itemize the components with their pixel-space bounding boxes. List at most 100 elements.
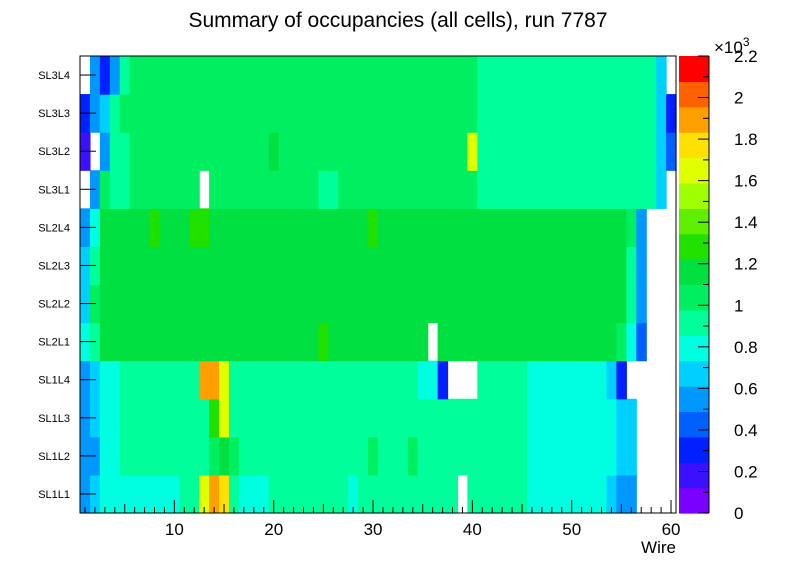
heatmap-cell-SL3L3-wire-3 (99, 94, 111, 133)
heatmap-cell-SL3L2-wire-40 (467, 132, 478, 171)
heatmap-cell-SL2L4-wire-8 (149, 208, 161, 248)
heatmap-cell-SL3L3-wire-52 (586, 94, 598, 133)
heatmap-cell-SL1L1-wire-31 (378, 474, 389, 514)
color-scale-tick-label: 0.4 (734, 421, 758, 440)
heatmap-cell-SL1L1-wire-38 (447, 474, 459, 514)
heatmap-cell-SL3L4-wire-13 (199, 56, 210, 95)
heatmap-cell-SL3L1-wire-4 (109, 170, 121, 209)
heatmap-cell-SL2L1-wire-50 (566, 322, 578, 362)
heatmap-cell-SL1L1-wire-8 (149, 474, 161, 514)
heatmap-cell-SL2L4-wire-26 (328, 208, 339, 248)
heatmap-cell-SL3L2-wire-16 (229, 132, 240, 171)
heatmap-cell-SL1L2-wire-13 (199, 436, 210, 476)
heatmap-cell-SL3L1-wire-5 (119, 170, 131, 209)
heatmap-cell-SL3L2-wire-7 (139, 132, 151, 171)
color-scale-swatch (679, 81, 709, 108)
heatmap-cell-SL2L2-wire-48 (546, 284, 558, 324)
heatmap-cell-SL1L2-wire-17 (238, 436, 250, 476)
heatmap-cell-SL2L4-wire-3 (99, 208, 111, 248)
heatmap-cell-SL1L1-wire-44 (507, 474, 518, 514)
heatmap-cell-SL3L3-wire-29 (358, 94, 369, 133)
heatmap-cell-SL3L2-wire-36 (427, 132, 439, 171)
heatmap-cell-SL2L1-wire-48 (546, 322, 558, 362)
heatmap-cell-SL3L4-wire-4 (109, 56, 121, 95)
color-scale-tick-label: 0.6 (734, 379, 758, 398)
heatmap-cell-SL3L3-wire-48 (546, 94, 558, 133)
heatmap-cell-SL3L1-wire-48 (546, 170, 558, 209)
heatmap-cell-SL3L2-wire-8 (149, 132, 161, 171)
heatmap-cell-SL3L2-wire-57 (636, 132, 647, 171)
heatmap-cell-SL1L4-wire-12 (189, 360, 200, 400)
heatmap-cell-SL2L1-wire-46 (527, 322, 538, 362)
color-scale-swatch (679, 182, 709, 209)
heatmap-cell-SL2L3-wire-23 (298, 246, 310, 286)
heatmap-cell-SL3L4-wire-7 (139, 56, 151, 95)
heatmap-cell-SL3L3-wire-32 (387, 94, 399, 133)
heatmap-cell-SL2L4-wire-29 (358, 208, 369, 248)
heatmap-cell-SL3L4-wire-23 (298, 56, 310, 95)
heatmap-cell-SL1L4-wire-46 (527, 360, 538, 400)
heatmap-cell-SL2L2-wire-8 (149, 284, 161, 324)
heatmap-cell-SL2L4-wire-46 (527, 208, 538, 248)
color-scale-tick-label: 0.8 (734, 338, 758, 357)
heatmap-cell-SL3L3-wire-5 (119, 94, 131, 133)
color-scale-tick-label: 0.2 (734, 462, 758, 481)
heatmap-cell-SL2L3-wire-30 (368, 246, 379, 286)
heatmap-cell-SL3L3-wire-50 (566, 94, 578, 133)
heatmap-cell-SL1L2-wire-52 (586, 436, 598, 476)
heatmap-cell-SL1L3-wire-5 (119, 398, 131, 438)
heatmap-cell-SL3L2-wire-31 (378, 132, 389, 171)
heatmap-cell-SL2L2-wire-19 (258, 284, 270, 324)
heatmap-cell-SL2L2-wire-54 (606, 284, 617, 324)
heatmap-cell-SL2L2-wire-51 (576, 284, 588, 324)
heatmap-cell-SL2L2-wire-14 (209, 284, 220, 324)
heatmap-cell-SL1L4-wire-37 (437, 360, 449, 400)
heatmap-cell-SL3L4-wire-6 (129, 56, 141, 95)
heatmap-cell-SL2L4-wire-51 (576, 208, 588, 248)
heatmap-cell-SL3L2-wire-17 (238, 132, 250, 171)
heatmap-cell-SL2L4-wire-10 (169, 208, 180, 248)
heatmap-cell-SL1L2-wire-45 (517, 436, 528, 476)
heatmap-cell-SL3L1-wire-18 (248, 170, 260, 209)
heatmap-cell-SL1L3-wire-40 (467, 398, 478, 438)
heatmap-cell-SL3L4-wire-38 (447, 56, 459, 95)
heatmap-cell-SL2L4-wire-40 (467, 208, 478, 248)
heatmap-cell-SL2L1-wire-16 (229, 322, 240, 362)
heatmap-cell-SL1L3-wire-34 (407, 398, 419, 438)
heatmap-cell-SL2L4-wire-20 (268, 208, 280, 248)
heatmap-cell-SL3L1-wire-11 (179, 170, 190, 209)
heatmap-cell-SL1L2-wire-25 (318, 436, 329, 476)
heatmap-cell-SL2L3-wire-22 (288, 246, 300, 286)
heatmap-cell-SL2L4-wire-41 (477, 208, 488, 248)
heatmap-cell-SL2L4-wire-52 (586, 208, 598, 248)
heatmap-cell-SL2L4-wire-6 (129, 208, 141, 248)
heatmap-cell-SL2L3-wire-5 (119, 246, 131, 286)
heatmap-cell-SL1L4-wire-10 (169, 360, 180, 400)
heatmap-cell-SL2L2-wire-49 (556, 284, 568, 324)
heatmap-cell-SL1L2-wire-12 (189, 436, 200, 476)
heatmap-cell-SL2L3-wire-27 (338, 246, 349, 286)
heatmap-cell-SL1L3-wire-51 (576, 398, 588, 438)
heatmap-cell-SL3L4-wire-54 (606, 56, 617, 95)
heatmap-cell-SL2L1-wire-20 (268, 322, 280, 362)
heatmap-cell-SL3L1-wire-23 (298, 170, 310, 209)
heatmap-cell-SL2L4-wire-50 (566, 208, 578, 248)
heatmap-cell-SL2L3-wire-33 (397, 246, 409, 286)
heatmap-cell-SL1L4-wire-51 (576, 360, 588, 400)
heatmap-cell-SL1L1-wire-9 (159, 474, 170, 514)
heatmap-cell-SL3L3-wire-19 (258, 94, 270, 133)
x-tick-label-10: 10 (165, 520, 184, 539)
heatmap-cell-SL1L2-wire-29 (358, 436, 369, 476)
heatmap-cell-SL3L2-wire-19 (258, 132, 270, 171)
heatmap-cell-SL3L1-wire-40 (467, 170, 478, 209)
heatmap-cell-SL3L2-wire-43 (497, 132, 508, 171)
heatmap-cell-SL2L3-wire-12 (189, 246, 200, 286)
heatmap-cell-SL3L1-wire-3 (99, 170, 111, 209)
heatmap-cell-SL1L2-wire-5 (119, 436, 131, 476)
heatmap-cell-SL1L3-wire-43 (497, 398, 508, 438)
heatmap-cell-SL3L4-wire-17 (238, 56, 250, 95)
heatmap-cell-SL2L2-wire-15 (219, 284, 230, 324)
color-scale-tick-label: 1.8 (734, 130, 758, 149)
heatmap-cell-SL2L2-wire-17 (238, 284, 250, 324)
heatmap-cell-SL3L2-wire-14 (209, 132, 220, 171)
